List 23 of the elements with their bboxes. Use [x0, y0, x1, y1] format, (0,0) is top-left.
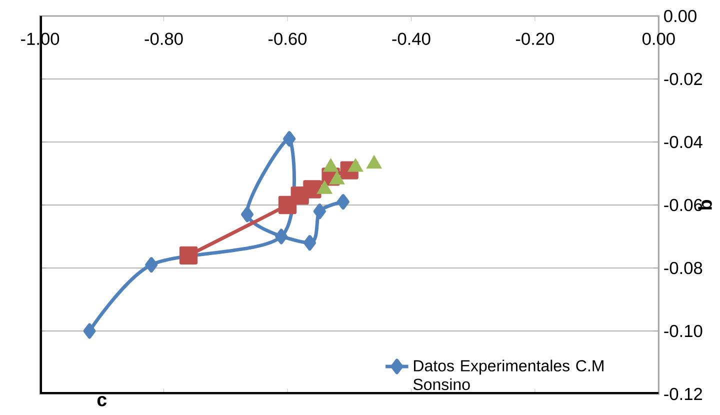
point	[145, 257, 158, 273]
point	[83, 323, 96, 339]
y-tick-label: 0.00	[664, 10, 696, 22]
y-tick-label: -0.08	[664, 262, 702, 274]
point	[275, 228, 288, 244]
x-tick-label: -0.80	[144, 32, 183, 45]
x-axis-title: c	[97, 396, 107, 406]
point	[179, 246, 198, 264]
point	[336, 194, 350, 210]
y-tick-label: -0.10	[664, 324, 702, 338]
y-tick-label: -0.02	[664, 72, 702, 86]
x-tick-label: -0.20	[516, 32, 554, 45]
point	[304, 235, 316, 251]
y-tick-label: -0.12	[664, 388, 702, 400]
x-tick-label: -0.40	[392, 32, 430, 45]
x-tick-label: 0.00	[642, 32, 675, 45]
point	[303, 180, 322, 198]
y-tick-label: -0.04	[664, 136, 702, 148]
x-tick-label: -0.60	[268, 32, 307, 45]
legend-label: Datos Experimentales C.M Sonsino	[413, 360, 604, 390]
point	[241, 206, 254, 222]
point	[283, 131, 296, 147]
point	[313, 204, 326, 220]
